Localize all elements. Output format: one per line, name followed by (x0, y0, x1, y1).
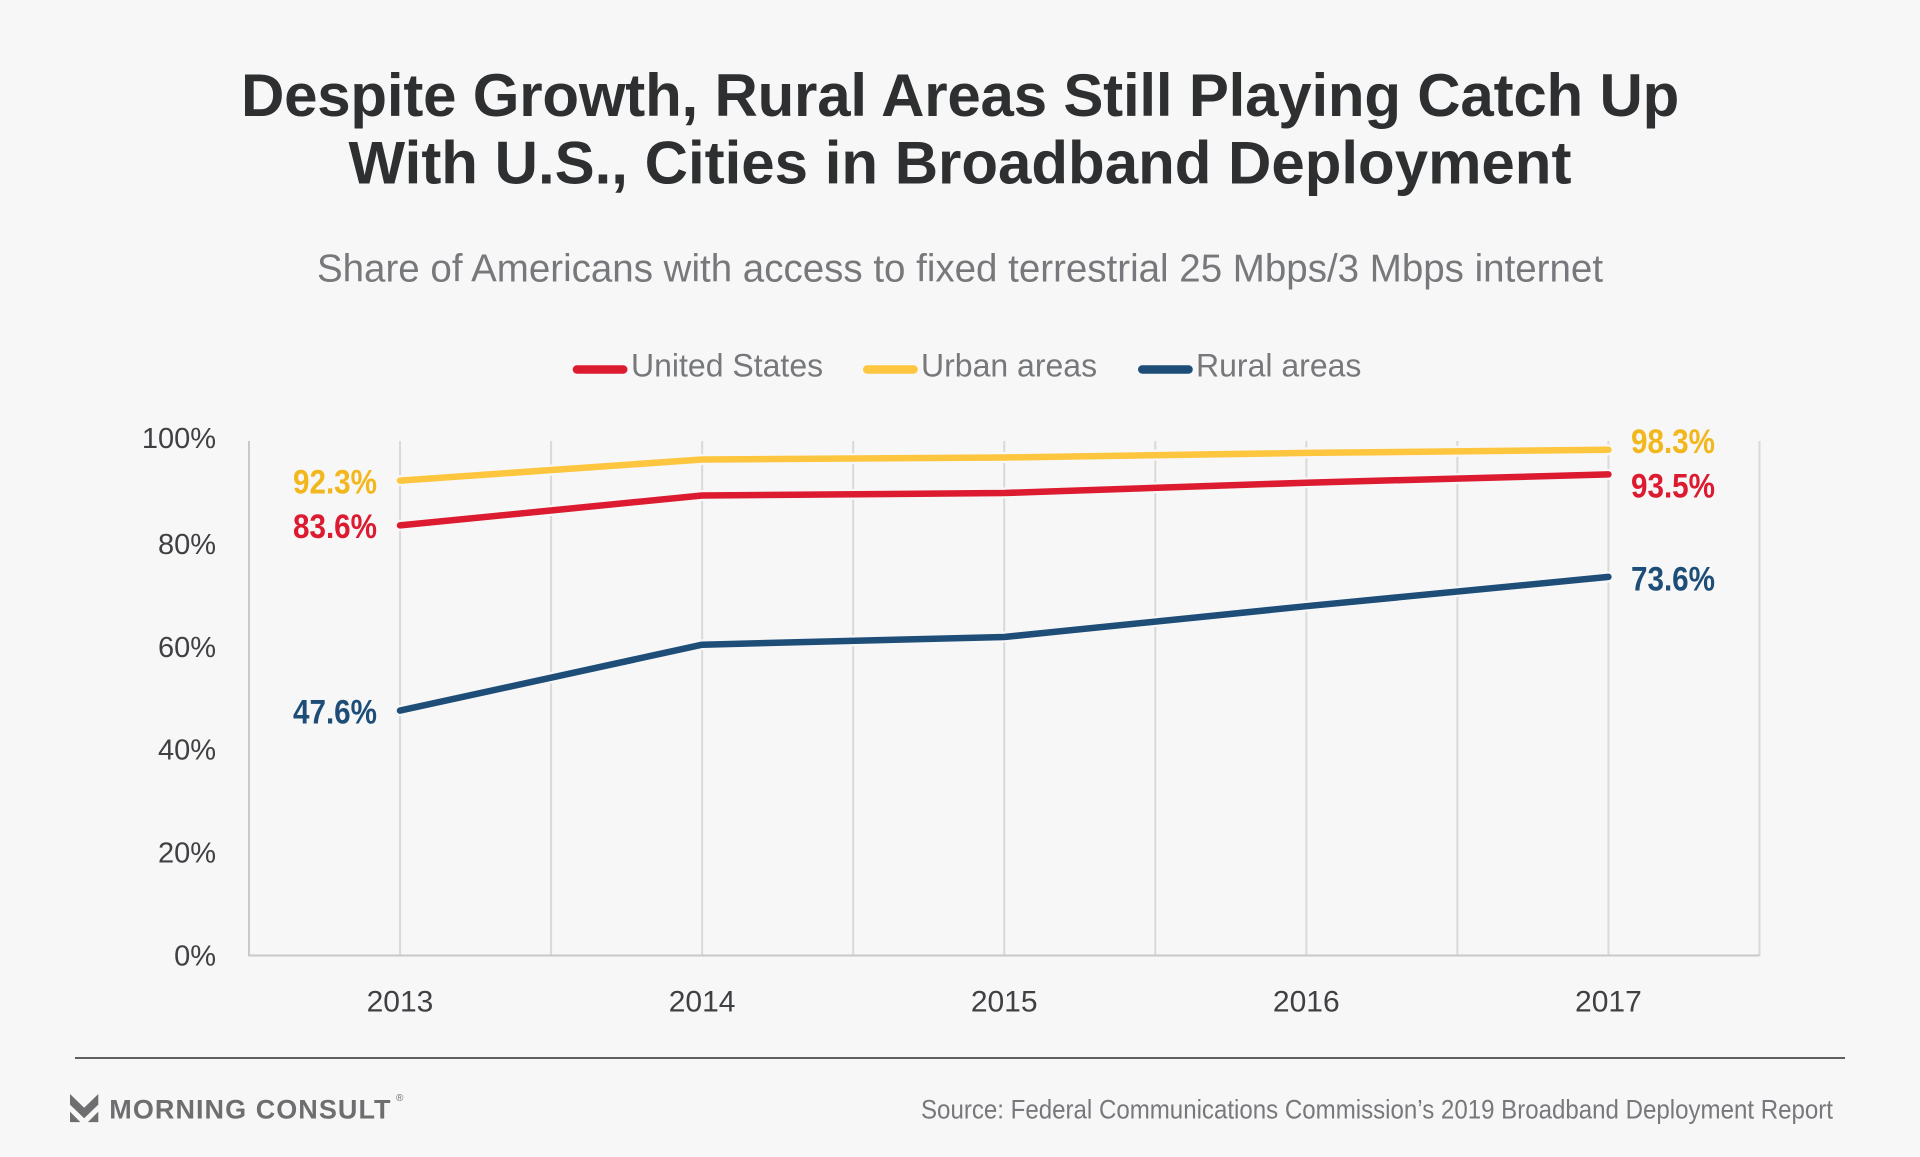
svg-text:2016: 2016 (1273, 986, 1340, 1019)
svg-text:United States: United States (631, 348, 823, 384)
svg-text:2015: 2015 (971, 986, 1038, 1019)
svg-text:73.6%: 73.6% (1631, 561, 1715, 599)
svg-text:60%: 60% (158, 632, 216, 664)
svg-text:®: ® (396, 1093, 404, 1104)
svg-text:2014: 2014 (669, 986, 736, 1019)
svg-text:20%: 20% (158, 838, 216, 870)
svg-text:Share of Americans with access: Share of Americans with access to fixed … (317, 248, 1603, 291)
svg-text:100%: 100% (142, 423, 216, 455)
svg-text:With U.S., Cities in Broadband: With U.S., Cities in Broadband Deploymen… (349, 130, 1572, 197)
svg-text:Rural areas: Rural areas (1196, 348, 1361, 384)
svg-text:83.6%: 83.6% (293, 508, 377, 546)
svg-text:2017: 2017 (1575, 986, 1642, 1019)
svg-text:47.6%: 47.6% (293, 693, 377, 731)
svg-text:2013: 2013 (367, 986, 434, 1019)
svg-text:MORNING CONSULT: MORNING CONSULT (109, 1094, 391, 1124)
svg-text:Urban areas: Urban areas (921, 348, 1097, 384)
svg-text:Despite Growth, Rural Areas St: Despite Growth, Rural Areas Still Playin… (241, 62, 1679, 129)
svg-text:98.3%: 98.3% (1631, 423, 1715, 461)
svg-text:40%: 40% (158, 735, 216, 767)
svg-text:0%: 0% (174, 941, 216, 973)
svg-text:92.3%: 92.3% (293, 463, 377, 501)
svg-text:80%: 80% (158, 529, 216, 561)
svg-text:Source: Federal Communications: Source: Federal Communications Commissio… (921, 1095, 1833, 1125)
svg-text:93.5%: 93.5% (1631, 468, 1715, 506)
